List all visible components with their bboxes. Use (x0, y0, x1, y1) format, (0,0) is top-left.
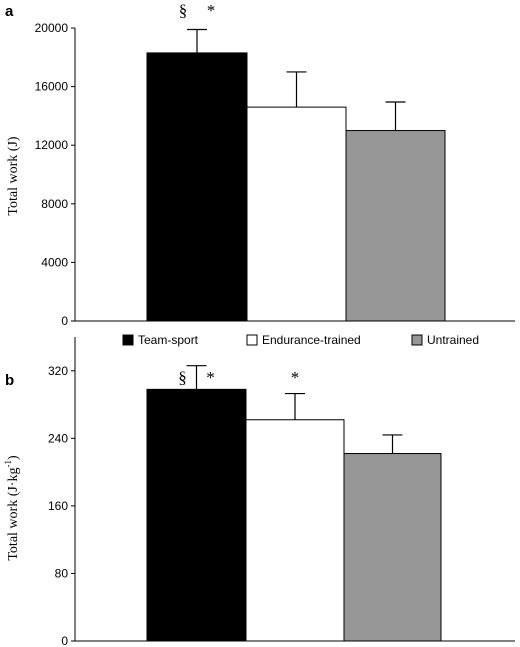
panel-b-ylabel-sup: -1 (3, 460, 13, 468)
y-tick-label: 240 (48, 431, 68, 445)
y-tick-label: 8000 (41, 197, 68, 211)
legend-swatch (122, 334, 134, 346)
significance-asterisk: * (291, 368, 300, 387)
y-tick-label: 12000 (35, 138, 69, 152)
bar-team-sport (146, 388, 247, 642)
panel-b-annotations: § * * (178, 368, 299, 387)
significance-section-mark: § (178, 368, 187, 387)
panel-a-axes: 0 4000 8000 12000 16000 20000 (35, 21, 515, 328)
panel-a-letter: a (5, 3, 14, 20)
significance-asterisk: * (207, 1, 216, 20)
y-tick-label: 0 (61, 314, 68, 328)
panel-b-ylabel-main: Total work (J·kg (6, 468, 21, 561)
y-tick-label: 160 (48, 499, 68, 513)
panel-b-ylabel-tail: ) (6, 455, 21, 460)
panel-a: a Total work (J) 0 4000 8000 12000 16000 2000… (5, 1, 515, 328)
legend-swatch (246, 334, 258, 346)
legend-label: Endurance-trained (262, 333, 361, 347)
y-tick-label: 320 (48, 364, 68, 378)
legend-swatch (411, 334, 423, 346)
y-tick-label: 80 (55, 566, 69, 580)
panel-b: b Total work (J·kg-1) 0 80 160 240 320 § * * (3, 337, 515, 647)
bar-untrained (343, 453, 442, 642)
panel-a-annotations: § * (179, 1, 216, 20)
y-tick-label: 4000 (41, 255, 68, 269)
significance-asterisk: * (206, 368, 215, 387)
y-tick-label: 20000 (35, 21, 69, 35)
panel-a-ylabel: Total work (J) (6, 136, 21, 215)
panel-b-ylabel: Total work (J·kg-1) (3, 455, 21, 561)
legend: Team-sport Endurance-trained Untrained (122, 333, 479, 347)
bar-team-sport (146, 52, 248, 322)
legend-label: Team-sport (138, 333, 199, 347)
significance-section-mark: § (179, 1, 188, 20)
panel-a-bars (146, 28, 446, 322)
panel-b-letter: b (5, 372, 14, 389)
panel-b-bars (146, 365, 442, 642)
legend-label: Untrained (427, 333, 479, 347)
bar-endurance-trained (246, 106, 347, 322)
y-tick-label: 16000 (35, 80, 69, 94)
y-tick-label: 0 (61, 634, 68, 647)
bar-untrained (345, 130, 446, 322)
bar-endurance-trained (245, 419, 345, 642)
